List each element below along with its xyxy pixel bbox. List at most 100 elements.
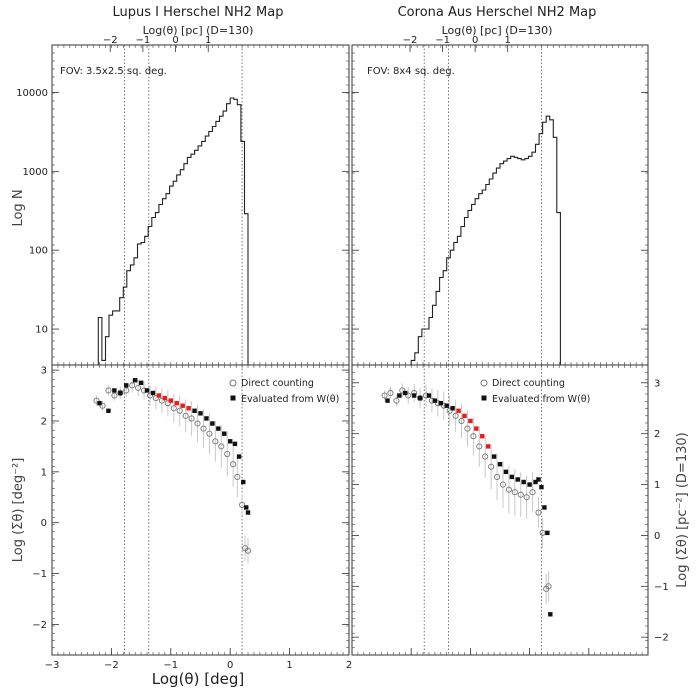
direct-counting-point: [545, 583, 552, 590]
evaluated-point: [485, 444, 491, 449]
panel-frame: [351, 364, 649, 656]
evaluated-point: [210, 421, 215, 426]
evaluated-point: [198, 411, 203, 416]
evaluated-point: [548, 612, 553, 617]
left-top-ylabel: Log N: [11, 189, 26, 226]
evaluated-point: [186, 406, 191, 411]
direct-counting-point: [387, 389, 394, 397]
top-tick-label: 0: [172, 35, 178, 46]
histogram-step-line: [410, 115, 561, 365]
right-y-tick-label: −2: [654, 633, 669, 644]
direct-counting-point: [188, 415, 195, 422]
legend-direct-counting: Direct counting: [492, 378, 565, 389]
direct-counting-point: [170, 405, 177, 412]
evaluated-point: [474, 426, 479, 431]
evaluated-point: [138, 380, 144, 386]
direct-counting-point: [464, 425, 471, 432]
panel-frame: [51, 44, 350, 366]
evaluated-point: [450, 406, 455, 411]
evaluated-point: [156, 393, 162, 398]
direct-counting-point: [529, 489, 536, 496]
direct-counting-point: [146, 392, 154, 399]
evaluated-point: [124, 383, 129, 388]
direct-counting-point: [158, 397, 165, 404]
top-tick-label: 1: [205, 35, 211, 46]
direct-counting-point: [482, 453, 489, 460]
y-tick-label: −2: [32, 620, 47, 631]
direct-counting-point: [381, 392, 388, 399]
direct-counting-point: [505, 486, 512, 493]
x-tick-label: −2: [104, 660, 119, 671]
direct-counting-point: [244, 547, 252, 554]
evaluated-point: [106, 408, 111, 413]
left-fov-annotation: FOV: 3.5x2.5 sq. deg.: [60, 66, 167, 77]
evaluated-point: [527, 482, 532, 487]
direct-counting-point: [535, 509, 542, 516]
panel-bottom-left-density: −2 −1 0 1 2 3 −3 −2 −1 0 1 2: [32, 364, 352, 671]
direct-counting-point: [523, 494, 530, 501]
evaluated-point: [426, 393, 432, 398]
y-tick-label: 1: [41, 467, 47, 478]
direct-counting-point: [93, 397, 100, 404]
direct-counting-point: [399, 387, 406, 394]
y-tick-label: −1: [32, 569, 47, 580]
direct-counting-point: [111, 392, 118, 399]
direct-counting-point: [105, 387, 112, 394]
legend-evaluated: Evaluated from W(θ): [241, 394, 339, 405]
evaluated-point: [162, 395, 168, 401]
direct-counting-point: [452, 412, 459, 419]
right-y-tick-label: −1: [654, 582, 669, 593]
right-bottom-ylabel: Log (Σθ) [pc⁻²] (D=130): [675, 432, 690, 587]
direct-counting-point: [488, 463, 495, 470]
y-tick-label: 1000: [23, 167, 48, 178]
evaluated-point: [112, 388, 117, 393]
left-bottom-ylabel: Log (Σθ) [deg⁻²]: [11, 458, 26, 563]
x-tick-label: −1: [163, 660, 178, 671]
evaluated-point: [497, 462, 503, 467]
legend-open-marker: [229, 379, 237, 387]
evaluated-point: [132, 378, 138, 383]
evaluated-point: [509, 474, 515, 480]
x-tick-label: −3: [45, 660, 60, 671]
evaluated-point: [462, 413, 467, 419]
evaluated-point: [503, 469, 509, 475]
direct-counting-point: [511, 489, 518, 496]
legend-filled-marker: [230, 395, 236, 401]
direct-counting-point: [239, 501, 246, 508]
panel-top-left-histogram: −2 −1 0 1 10 100 1000 10000: [16, 35, 350, 366]
direct-counting-point: [230, 461, 237, 468]
direct-counting-point: [417, 395, 424, 402]
right-top-axis-label: Log(θ) [pc] (D=130): [442, 24, 553, 37]
left-legend: Direct counting Evaluated from W(θ): [229, 378, 339, 405]
direct-counting-point: [493, 473, 501, 480]
evaluated-point: [491, 454, 497, 459]
y-tick-label: 100: [29, 246, 48, 257]
direct-counting-point: [135, 384, 142, 391]
direct-counting-point: [123, 387, 130, 394]
evaluated-point: [228, 439, 233, 444]
evaluated-point: [397, 393, 402, 398]
right-fov-annotation: FOV: 8x4 sq. deg.: [367, 66, 455, 77]
left-top-axis-label: Log(θ) [pc] (D=130): [143, 24, 254, 37]
top-tick-label: −1: [136, 35, 151, 46]
top-tick-label: −1: [435, 35, 450, 46]
panel-bottom-right-density: −2 −1 0 1 2 3: [351, 364, 669, 656]
top-tick-label: −2: [103, 35, 118, 46]
evaluated-point: [480, 434, 485, 439]
right-title: Corona Aus Herschel NH2 Map: [398, 5, 597, 20]
direct-counting-point: [117, 389, 124, 397]
direct-counting-point: [234, 473, 241, 480]
direct-counting-point: [517, 491, 524, 498]
evaluated-point: [222, 431, 227, 436]
direct-counting-point: [99, 402, 106, 409]
panel-frame: [51, 364, 350, 656]
panel-top-right-histogram: −2 −1 0 1: [351, 35, 649, 366]
evaluated-point: [236, 454, 242, 459]
top-tick-label: 0: [472, 35, 478, 46]
evaluated-point: [241, 479, 246, 485]
legend-direct-counting: Direct counting: [241, 378, 314, 389]
evaluated-point: [168, 398, 173, 403]
direct-counting-point: [182, 412, 189, 419]
panel-frame: [351, 44, 649, 366]
right-y-tick-label: 0: [654, 531, 660, 542]
